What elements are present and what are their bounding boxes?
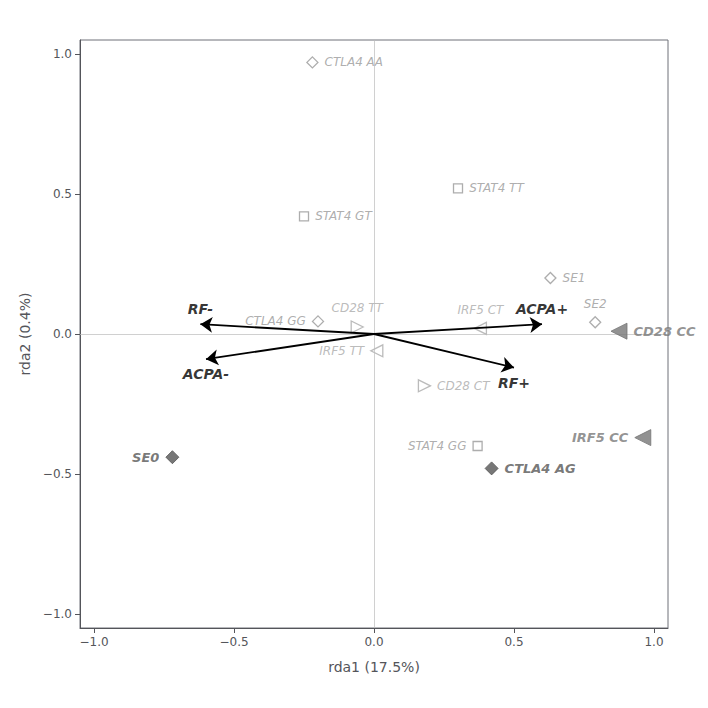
- svg-text:ACPA+: ACPA+: [515, 301, 568, 317]
- svg-text:STAT4 GT: STAT4 GT: [315, 209, 373, 223]
- svg-text:0.0: 0.0: [53, 327, 72, 341]
- svg-text:RF-: RF-: [188, 301, 214, 317]
- svg-text:rda1 (17.5%): rda1 (17.5%): [328, 659, 420, 675]
- svg-text:IRF5 CC: IRF5 CC: [572, 430, 629, 445]
- svg-text:−0.5: −0.5: [43, 467, 72, 481]
- svg-text:0.5: 0.5: [53, 187, 72, 201]
- svg-text:IRF5 CT: IRF5 CT: [457, 303, 505, 317]
- svg-text:CTLA4 GG: CTLA4 GG: [245, 314, 306, 328]
- svg-text:−1.0: −1.0: [79, 635, 108, 649]
- svg-text:RF+: RF+: [498, 375, 530, 391]
- svg-text:IRF5 TT: IRF5 TT: [319, 344, 366, 358]
- svg-text:STAT4 TT: STAT4 TT: [469, 181, 525, 195]
- svg-text:SE1: SE1: [563, 271, 586, 285]
- svg-text:ACPA-: ACPA-: [182, 366, 229, 382]
- svg-text:0.0: 0.0: [364, 635, 383, 649]
- svg-text:rda2 (0.4%): rda2 (0.4%): [17, 293, 33, 376]
- svg-text:SE2: SE2: [584, 297, 607, 311]
- svg-text:CD28 CC: CD28 CC: [634, 324, 696, 339]
- svg-text:CD28 CT: CD28 CT: [437, 379, 491, 393]
- svg-text:0.5: 0.5: [504, 635, 523, 649]
- svg-text:1.0: 1.0: [644, 635, 663, 649]
- svg-text:SE0: SE0: [132, 450, 159, 465]
- svg-text:CD28 TT: CD28 TT: [332, 301, 385, 315]
- svg-text:CTLA4 AG: CTLA4 AG: [505, 461, 576, 476]
- svg-text:STAT4 GG: STAT4 GG: [408, 439, 467, 453]
- svg-text:1.0: 1.0: [53, 47, 72, 61]
- svg-text:−0.5: −0.5: [219, 635, 248, 649]
- svg-text:−1.0: −1.0: [43, 607, 72, 621]
- svg-text:CTLA4 AA: CTLA4 AA: [324, 55, 383, 70]
